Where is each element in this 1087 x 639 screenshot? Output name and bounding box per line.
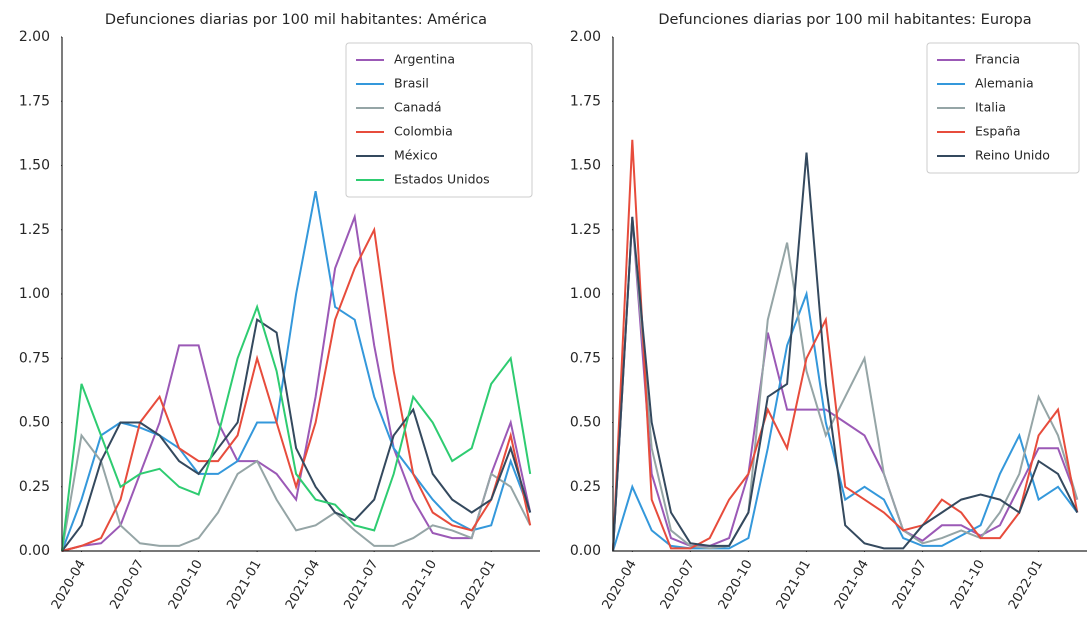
series-line xyxy=(61,226,532,552)
y-tick-label: 1.75 xyxy=(570,93,601,109)
y-tick-label: 1.75 xyxy=(19,93,50,109)
series-line xyxy=(612,216,1079,552)
y-tick-label: 0.50 xyxy=(570,415,601,431)
series-line xyxy=(61,432,532,552)
y-tick-label: 0.50 xyxy=(19,415,50,431)
y-tick-label: 1.00 xyxy=(570,286,601,302)
y-tick-label: 1.25 xyxy=(570,222,601,238)
y-tick-label: 0.75 xyxy=(570,350,601,366)
legend-label: México xyxy=(394,148,438,163)
x-tick-label: 2021-07 xyxy=(890,558,930,613)
x-tick-label: 2021-01 xyxy=(774,558,814,613)
y-tick-label: 0.00 xyxy=(19,543,50,559)
y-tick-label: 2.00 xyxy=(19,29,50,45)
series-line xyxy=(612,216,1079,552)
x-tick-label: 2021-04 xyxy=(283,558,323,613)
legend-label: España xyxy=(975,124,1021,139)
y-tick-label: 1.50 xyxy=(19,158,50,174)
chart-title: Defunciones diarias por 100 mil habitant… xyxy=(105,12,487,28)
x-tick-label: 2021-01 xyxy=(224,558,264,613)
legend-label: Estados Unidos xyxy=(394,172,490,187)
y-tick-label: 1.50 xyxy=(570,158,601,174)
legend-label: Colombia xyxy=(394,124,453,139)
x-tick-label: 2021-07 xyxy=(341,558,381,613)
x-tick-label: 2022-01 xyxy=(1006,558,1046,613)
legend-box xyxy=(926,42,1080,174)
y-tick-label: 1.25 xyxy=(19,222,50,238)
y-tick-label: 0.75 xyxy=(19,350,50,366)
x-tick-label: 2020-07 xyxy=(107,558,147,613)
series-line xyxy=(61,303,532,552)
x-tick-label: 2020-04 xyxy=(600,558,640,613)
series-line xyxy=(612,139,1079,552)
x-tick-label: 2021-04 xyxy=(832,558,872,613)
x-tick-label: 2020-04 xyxy=(49,558,89,613)
y-tick-label: 2.00 xyxy=(570,29,601,45)
legend-label: Alemania xyxy=(975,76,1034,91)
x-tick-label: 2020-10 xyxy=(716,558,756,613)
x-tick-label: 2021-10 xyxy=(948,557,988,612)
series-line xyxy=(61,318,532,552)
series-line xyxy=(61,212,532,552)
legend-box xyxy=(345,42,533,198)
legend-label: Argentina xyxy=(394,52,455,67)
x-tick-label: 2021-10 xyxy=(400,558,440,613)
chart-title: Defunciones diarias por 100 mil habitant… xyxy=(658,12,1031,28)
series-line xyxy=(61,191,532,552)
legend-label: Brasil xyxy=(394,76,429,91)
y-tick-label: 0.00 xyxy=(570,543,601,559)
legend-label: Italia xyxy=(975,100,1006,115)
series-line xyxy=(612,152,1079,552)
legend-label: Francia xyxy=(975,52,1020,67)
y-tick-label: 0.25 xyxy=(19,479,50,495)
x-tick-label: 2020-10 xyxy=(166,558,206,613)
x-tick-label: 2020-07 xyxy=(658,558,698,613)
legend-label: Canadá xyxy=(394,100,442,115)
x-tick-label: 2022-01 xyxy=(459,558,499,613)
y-tick-label: 0.25 xyxy=(570,479,601,495)
y-tick-label: 1.00 xyxy=(19,286,50,302)
legend-label: Reino Unido xyxy=(975,148,1050,163)
